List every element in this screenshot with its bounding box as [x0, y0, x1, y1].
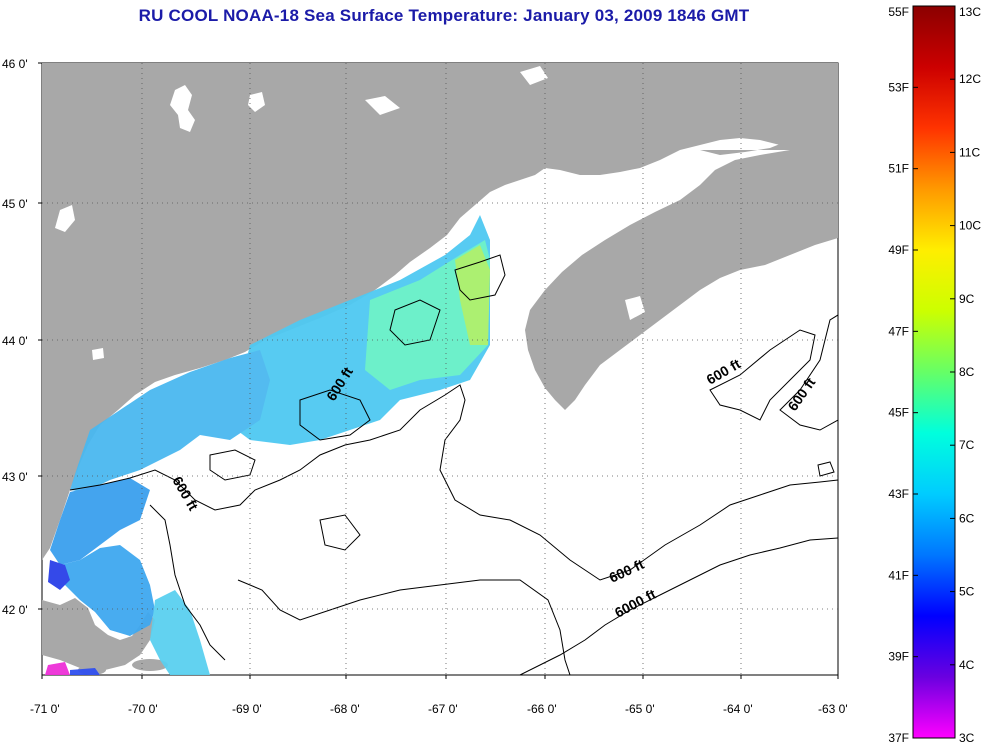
- colorbar-c-label: 3C: [959, 731, 975, 745]
- lon-label: -64 0': [723, 702, 753, 716]
- lake-3: [55, 205, 75, 232]
- lat-label: 42 0': [2, 603, 28, 617]
- lake-7: [365, 96, 400, 115]
- colorbar-c-label: 13C: [959, 5, 981, 19]
- colorbar-f-label: 49F: [888, 243, 909, 257]
- lake-2: [248, 92, 265, 112]
- colorbar-c-label: 8C: [959, 365, 975, 379]
- lon-label: -65 0': [625, 702, 655, 716]
- colorbar: 55F 53F 51F 49F 47F 45F 43F 41F 39F 37F 13C 12C 11C…: [888, 5, 981, 745]
- lon-label: -68 0': [330, 702, 360, 716]
- lon-label: -69 0': [232, 702, 262, 716]
- colorbar-c-label: 12C: [959, 72, 981, 86]
- lon-label: -71 0': [30, 702, 60, 716]
- colorbar-c-label: 4C: [959, 658, 975, 672]
- lat-label: 46 0': [2, 57, 28, 71]
- lon-label: -70 0': [128, 702, 158, 716]
- land-cape-breton: [700, 100, 838, 155]
- colorbar-c-label: 11C: [959, 145, 980, 159]
- colorbar-ticks: [913, 5, 955, 739]
- colorbar-gradient: [912, 5, 956, 739]
- colorbar-f-label: 39F: [888, 650, 909, 664]
- lon-label: -66 0': [527, 702, 557, 716]
- lat-label: 44 0': [2, 334, 28, 348]
- land-cape-cod: [42, 598, 155, 670]
- lake-1: [170, 85, 195, 132]
- lat-label: 43 0': [2, 470, 28, 484]
- colorbar-f-label: 51F: [888, 162, 909, 176]
- land-nantucket: [132, 659, 168, 671]
- land-nova-scotia: [525, 148, 838, 410]
- sst-swath: [45, 215, 490, 675]
- colorbar-c-label: 9C: [959, 292, 975, 306]
- land-new-england: [42, 63, 838, 560]
- colorbar-celsius-labels: 13C 12C 11C 10C 9C 8C 7C 6C 5C 4C 3C: [959, 5, 981, 745]
- colorbar-f-label: 37F: [888, 731, 909, 745]
- lon-label: -67 0': [428, 702, 458, 716]
- colorbar-f-label: 43F: [888, 487, 909, 501]
- colorbar-fahrenheit-labels: 55F 53F 51F 49F 47F 45F 43F 41F 39F 37F: [888, 5, 909, 745]
- colorbar-f-label: 55F: [888, 5, 909, 19]
- colorbar-c-label: 6C: [959, 511, 975, 525]
- lake-5: [92, 348, 104, 360]
- map-title: RU COOL NOAA-18 Sea Surface Temperature:…: [138, 6, 750, 25]
- colorbar-c-label: 10C: [959, 219, 981, 233]
- graticule: [42, 63, 838, 675]
- colorbar-c-label: 7C: [959, 438, 975, 452]
- axis-ticks: [38, 62, 839, 679]
- colorbar-f-label: 53F: [888, 80, 909, 94]
- colorbar-f-label: 45F: [888, 406, 909, 420]
- bay-of-fundy: [505, 175, 690, 305]
- bathymetry-contours: [69, 254, 838, 675]
- colorbar-f-label: 41F: [888, 568, 909, 582]
- lake-6: [625, 296, 645, 320]
- lon-label: -63 0': [818, 702, 848, 716]
- colorbar-c-label: 5C: [959, 585, 975, 599]
- colorbar-f-label: 47F: [888, 324, 909, 338]
- lat-label: 45 0': [2, 197, 28, 211]
- lake-4: [520, 66, 548, 85]
